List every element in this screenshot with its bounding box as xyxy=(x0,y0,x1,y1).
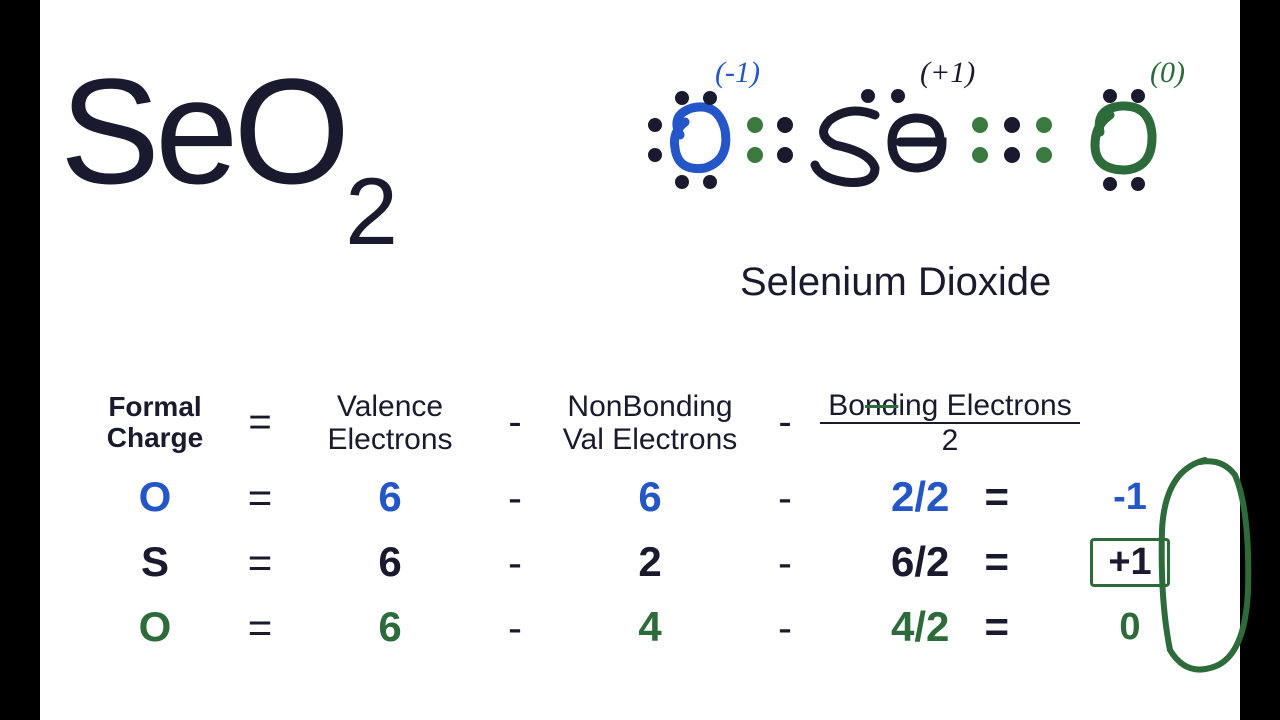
row-nb: 2 xyxy=(540,539,760,585)
row-atom: O xyxy=(80,604,230,650)
atom-o2-icon xyxy=(1095,106,1152,170)
table-row: O = 6 - 4 - 4/2 = 0 xyxy=(80,595,1220,660)
atom-o1-icon xyxy=(674,107,725,169)
formula-se: Se xyxy=(60,47,233,215)
table-header-row: FormalCharge = ValenceElectrons - NonBon… xyxy=(80,380,1220,465)
header-bonding: Bonding Electrons 2 xyxy=(810,389,1090,457)
row-nb: 6 xyxy=(540,474,760,520)
header-minus1: - xyxy=(490,400,540,445)
row-nb: 4 xyxy=(540,604,760,650)
atom-se-e xyxy=(892,118,942,168)
diagram-canvas: SeO2 (-1) (+1) (0) xyxy=(40,0,1240,720)
charge-o2: (0) xyxy=(1150,60,1185,89)
table-row: O = 6 - 6 - 2/2 = -1 xyxy=(80,465,1220,530)
charge-se: (+1) xyxy=(920,60,975,89)
header-formal-charge: FormalCharge xyxy=(80,392,230,454)
lewis-structure: (-1) (+1) (0) xyxy=(620,60,1220,240)
row-ve: 6 xyxy=(290,604,490,650)
header-nonbonding: NonBondingVal Electrons xyxy=(540,390,760,456)
row-ve: 6 xyxy=(290,474,490,520)
row-ve: 6 xyxy=(290,539,490,585)
row-be: 4/2 = xyxy=(810,604,1090,650)
row-atom: O xyxy=(80,474,230,520)
row-be: 2/2 = xyxy=(810,474,1090,520)
header-valence: ValenceElectrons xyxy=(290,390,490,456)
chemical-formula: SeO2 xyxy=(60,45,393,237)
formula-subscript: 2 xyxy=(345,159,393,265)
header-minus2: - xyxy=(760,400,810,445)
row-atom: S xyxy=(80,539,230,585)
header-eq: = xyxy=(230,400,290,445)
table-row: S = 6 - 2 - 6/2 = +1 xyxy=(80,530,1220,595)
atom-se-s xyxy=(815,111,875,182)
results-circle-icon xyxy=(1150,450,1260,680)
row-be: 6/2 = xyxy=(810,539,1090,585)
compound-name: Selenium Dioxide xyxy=(740,260,1051,305)
formal-charge-table: FormalCharge = ValenceElectrons - NonBon… xyxy=(80,380,1220,660)
charge-o1: (-1) xyxy=(715,60,760,89)
formula-o: O xyxy=(233,47,345,215)
